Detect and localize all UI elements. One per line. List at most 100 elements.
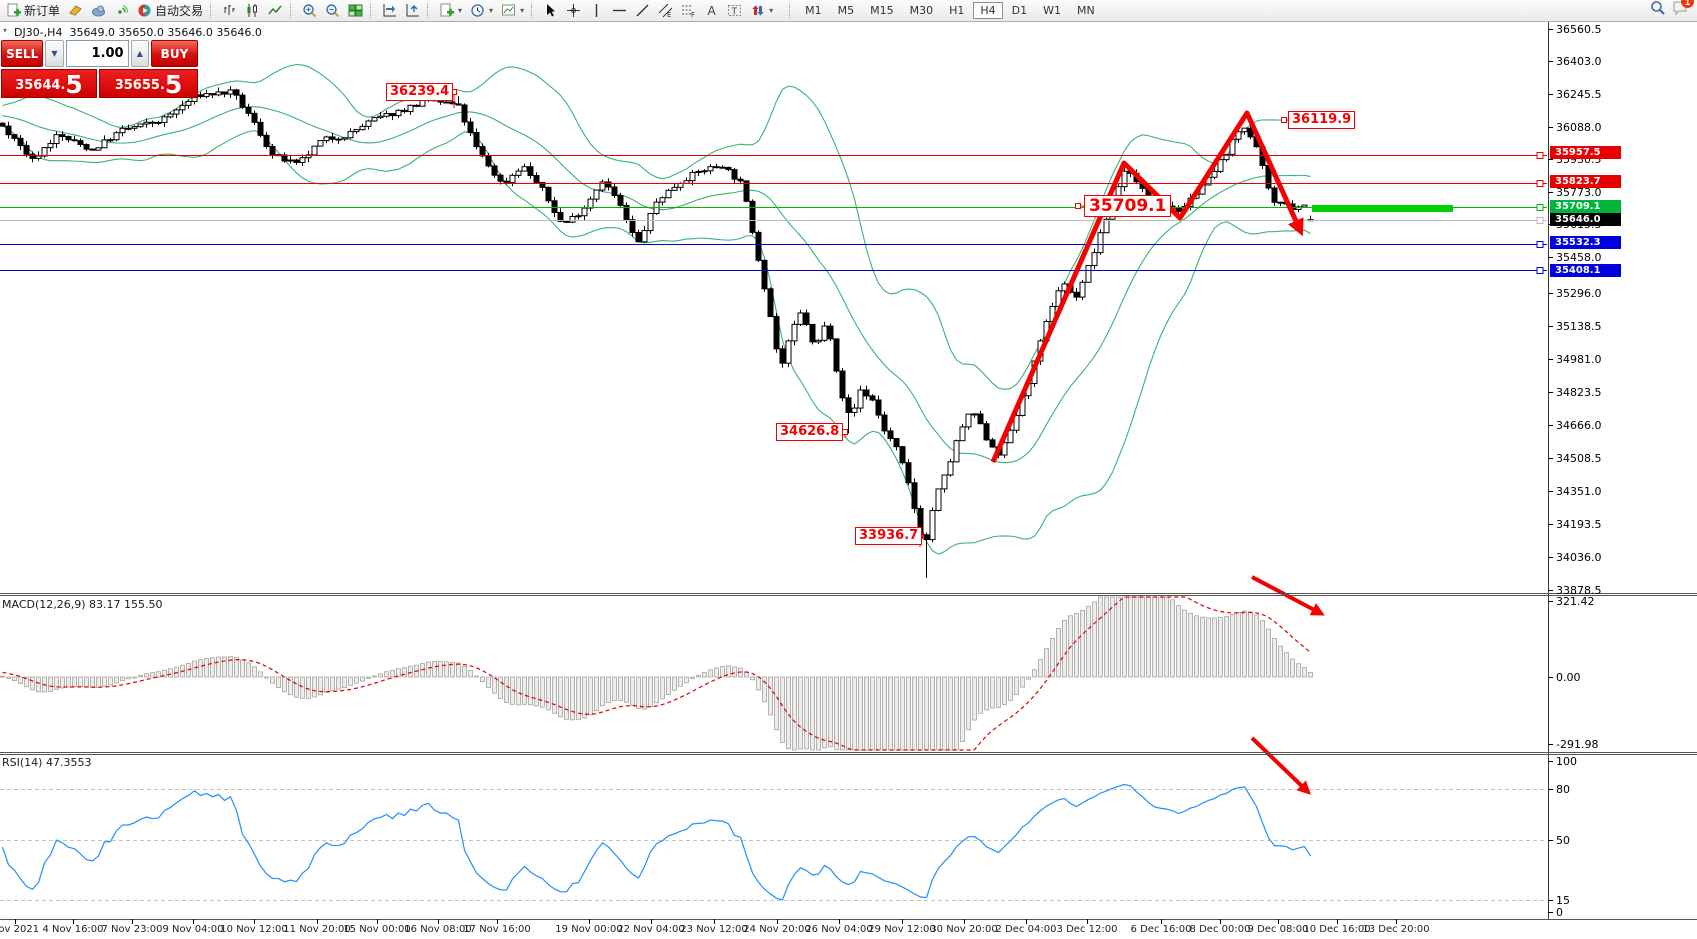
- chevron-down-icon: ▾: [769, 6, 774, 15]
- sell-price-display[interactable]: 35644. 5: [1, 69, 98, 99]
- toolbar-separator: [210, 3, 215, 18]
- signals-button[interactable]: [110, 0, 133, 21]
- styles-button[interactable]: [64, 0, 87, 21]
- text-tool-button[interactable]: A: [700, 0, 723, 21]
- trendline-icon: [635, 3, 650, 18]
- toolbar-separator: [789, 3, 794, 18]
- rsi-name-label: RSI(14): [2, 756, 43, 769]
- svg-text:F: F: [691, 11, 695, 18]
- rsi-value-label: 47.3553: [45, 756, 92, 769]
- timeframe-m15[interactable]: M15: [870, 4, 894, 17]
- tile-windows-button[interactable]: [344, 0, 367, 21]
- timeframe-bar: M1 M5 M15 M30 H1 H4 D1 W1 MN: [797, 2, 1103, 19]
- macd-name-label: MACD(12,26,9): [2, 598, 86, 611]
- auto-trading-button[interactable]: 自动交易: [133, 0, 207, 21]
- timeframe-m1[interactable]: M1: [805, 4, 822, 17]
- chevron-down-icon: ▾: [520, 6, 525, 15]
- svg-text:T: T: [731, 7, 738, 17]
- timeframe-d1[interactable]: D1: [1011, 4, 1028, 17]
- zoom-out-button[interactable]: [321, 0, 344, 21]
- triangle-up-icon: ▲: [136, 49, 143, 58]
- bar-chart-icon: [222, 3, 237, 18]
- buy-price-small: 35655.: [114, 78, 165, 93]
- zoom-in-button[interactable]: [298, 0, 321, 21]
- document-plus-icon: [6, 3, 21, 18]
- equidistant-channel-tool-button[interactable]: E: [654, 0, 677, 21]
- toolbar: 新订单 自动交易 ▾ ▾ ▾: [0, 0, 1697, 22]
- arrow-objects-button[interactable]: ▾: [746, 0, 777, 21]
- crosshair-tool-button[interactable]: [562, 0, 585, 21]
- svg-text:E: E: [667, 11, 671, 18]
- toolbar-separator: [531, 3, 536, 18]
- timeframe-h4[interactable]: H4: [973, 2, 1003, 19]
- trendline-tool-button[interactable]: [631, 0, 654, 21]
- buy-price-big: 5: [164, 70, 183, 99]
- new-order-label: 新订单: [24, 4, 61, 18]
- chevron-down-icon: ▾: [458, 6, 463, 15]
- toolbar-separator: [427, 3, 432, 18]
- text-label-icon: T: [727, 3, 742, 18]
- notification-badge: 1: [1681, 0, 1694, 8]
- chevron-down-icon: ▾: [489, 6, 494, 15]
- indicators-button[interactable]: ▾: [497, 0, 528, 21]
- chart-shift-button[interactable]: [401, 0, 424, 21]
- ohlc-label: 35649.0 35650.0 35646.0 35646.0: [69, 26, 262, 39]
- periods-clock-icon: [470, 3, 485, 18]
- fibonacci-tool-button[interactable]: F: [677, 0, 700, 21]
- auto-scroll-button[interactable]: [378, 0, 401, 21]
- autotrade-icon: [137, 3, 152, 18]
- auto-scroll-icon: [382, 3, 397, 18]
- sell-price-small: 35644.: [15, 78, 66, 93]
- new-chart-icon: [439, 3, 455, 18]
- buy-price-display[interactable]: 35655. 5: [99, 69, 198, 98]
- timeframe-mn[interactable]: MN: [1077, 4, 1095, 17]
- vertical-line-tool-button[interactable]: [585, 0, 608, 21]
- sell-button[interactable]: SELL: [1, 40, 44, 67]
- one-click-collapse-arrow[interactable]: ▾: [3, 26, 8, 35]
- periods-button[interactable]: ▾: [466, 0, 497, 21]
- chart-shift-icon: [405, 3, 420, 18]
- triangle-down-icon: ▼: [51, 49, 58, 58]
- arrow-objects-icon: [750, 3, 765, 18]
- toolbar-separator: [290, 3, 295, 18]
- zoom-out-icon: [325, 3, 340, 18]
- horizontal-line-tool-button[interactable]: [608, 0, 631, 21]
- sell-price-big: 5: [65, 70, 83, 99]
- horizontal-line-icon: [612, 3, 627, 18]
- candlestick-chart-button[interactable]: [241, 0, 264, 21]
- cloud-icon: [91, 3, 106, 18]
- text-label-tool-button[interactable]: T: [723, 0, 746, 21]
- macd-header: MACD(12,26,9) 83.17 155.50: [2, 598, 163, 611]
- line-chart-icon: [268, 3, 283, 18]
- broom-icon: [68, 3, 83, 18]
- timeframe-w1[interactable]: W1: [1043, 4, 1061, 17]
- bar-chart-button[interactable]: [218, 0, 241, 21]
- cursor-icon: [543, 3, 558, 18]
- search-icon[interactable]: [1650, 0, 1666, 21]
- volume-decrease-button[interactable]: ▼: [45, 40, 64, 67]
- signal-icon: [114, 3, 129, 18]
- timeframe-m5[interactable]: M5: [837, 4, 855, 17]
- crosshair-icon: [566, 3, 581, 18]
- zoom-in-icon: [302, 3, 317, 18]
- svg-text:A: A: [708, 4, 717, 18]
- chart-title: DJ30-,H4 35649.0 35650.0 35646.0 35646.0: [14, 26, 262, 39]
- timeframe-h1[interactable]: H1: [949, 4, 965, 17]
- tile-windows-icon: [348, 3, 363, 18]
- vertical-line-icon: [589, 3, 604, 18]
- indicators-icon: [501, 3, 516, 18]
- cursor-tool-button[interactable]: [539, 0, 562, 21]
- new-order-button[interactable]: 新订单: [2, 0, 64, 21]
- buy-button[interactable]: BUY: [150, 40, 199, 67]
- volume-input[interactable]: [65, 40, 129, 67]
- text-icon: A: [704, 3, 719, 18]
- fibonacci-icon: F: [681, 3, 696, 18]
- market-watch-button[interactable]: [87, 0, 110, 21]
- notifications-button[interactable]: 1: [1672, 0, 1694, 21]
- volume-increase-button[interactable]: ▲: [130, 40, 149, 67]
- line-chart-button[interactable]: [264, 0, 287, 21]
- symbol-period-label: DJ30-,H4: [14, 26, 63, 39]
- timeframe-m30[interactable]: M30: [909, 4, 934, 17]
- new-chart-button[interactable]: ▾: [435, 0, 466, 21]
